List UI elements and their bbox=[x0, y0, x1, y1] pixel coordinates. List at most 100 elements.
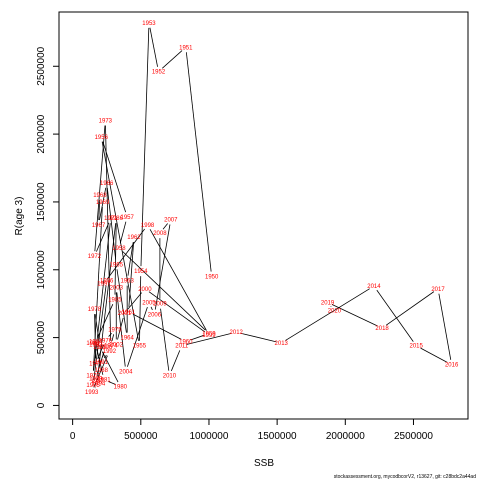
y-tick-label: 1500000 bbox=[36, 182, 47, 221]
segment-1953-1954 bbox=[140, 27, 150, 267]
segment-1975-1976 bbox=[108, 332, 112, 337]
point-label-1959: 1959 bbox=[202, 332, 216, 338]
segment-2000-2001 bbox=[127, 292, 142, 310]
segment-1977-1978 bbox=[94, 314, 97, 359]
point-label-1997: 1997 bbox=[97, 281, 111, 287]
series-layer bbox=[92, 27, 452, 389]
segment-1999-2000 bbox=[148, 291, 206, 333]
point-label-2013: 2013 bbox=[275, 341, 289, 347]
y-axis: 0 500000 1000000 1500000 2000000 2500000 bbox=[36, 46, 60, 408]
segment-2007-2008 bbox=[162, 223, 168, 230]
segment-1965-1966 bbox=[106, 187, 117, 260]
segment-1959-1960 bbox=[190, 334, 205, 341]
point-label-2007: 2007 bbox=[164, 218, 178, 224]
x-tick-label: 2000000 bbox=[326, 431, 365, 442]
point-label-1996: 1996 bbox=[100, 279, 114, 285]
y-tick-label: 2500000 bbox=[36, 46, 47, 85]
point-label-1995: 1995 bbox=[86, 383, 100, 389]
point-label-1965: 1965 bbox=[110, 262, 124, 268]
point-label-1989: 1989 bbox=[89, 376, 103, 382]
segment-1951-1952 bbox=[161, 50, 183, 69]
point-label-1977: 1977 bbox=[89, 361, 103, 367]
segment-1969-1970 bbox=[92, 206, 103, 371]
segment-1966-1967 bbox=[99, 187, 107, 221]
point-label-2020: 2020 bbox=[328, 308, 342, 314]
point-label-1986: 1986 bbox=[110, 216, 124, 222]
x-tick-label: 2500000 bbox=[394, 431, 433, 442]
segment-1960-1961 bbox=[132, 313, 182, 340]
point-label-1955: 1955 bbox=[133, 344, 147, 350]
segment-1974-1975 bbox=[111, 334, 115, 341]
segment-1991-1992 bbox=[103, 354, 107, 359]
point-label-2000: 2000 bbox=[138, 287, 152, 293]
x-tick-label: 1000000 bbox=[189, 431, 228, 442]
segment-1990-1991 bbox=[102, 351, 105, 358]
point-label-1952: 1952 bbox=[152, 70, 166, 76]
segment-1956-1957 bbox=[102, 141, 127, 213]
point-label-2012: 2012 bbox=[230, 330, 244, 336]
segment-1995-1996 bbox=[93, 285, 107, 381]
segment-1958-1959 bbox=[122, 251, 206, 331]
footer-note: stockassessment.org, mycodbcorV2, r13627… bbox=[334, 474, 477, 480]
segment-1967-1968 bbox=[98, 200, 101, 221]
segment-2004-2005 bbox=[127, 306, 148, 367]
segment-1970-1971 bbox=[93, 223, 111, 371]
point-label-2004: 2004 bbox=[119, 370, 133, 376]
segment-2009-2010 bbox=[160, 308, 170, 371]
point-label-1992: 1992 bbox=[103, 349, 117, 355]
segment-2018-2019 bbox=[331, 304, 378, 327]
point-label-1990: 1990 bbox=[99, 345, 113, 351]
point-label-1991: 1991 bbox=[95, 360, 109, 366]
point-label-2019: 2019 bbox=[321, 300, 335, 306]
x-tick-label: 0 bbox=[70, 431, 76, 442]
y-tick-label: 1000000 bbox=[36, 250, 47, 289]
point-label-2018: 2018 bbox=[375, 326, 389, 332]
point-label-1961: 1961 bbox=[122, 310, 136, 316]
point-label-2006: 2006 bbox=[148, 313, 162, 319]
point-label-1953: 1953 bbox=[142, 21, 156, 27]
point-label-2008: 2008 bbox=[153, 231, 167, 237]
point-label-2015: 2015 bbox=[410, 344, 424, 350]
segment-1971-1972 bbox=[96, 222, 110, 252]
point-label-2010: 2010 bbox=[163, 374, 177, 380]
point-label-1951: 1951 bbox=[179, 45, 193, 51]
point-label-1957: 1957 bbox=[120, 215, 134, 221]
point-label-1976: 1976 bbox=[99, 338, 113, 344]
segment-1985-1986 bbox=[114, 223, 117, 295]
x-tick-label: 500000 bbox=[124, 431, 158, 442]
x-axis-label: SSB bbox=[254, 458, 274, 469]
y-tick-label: 2000000 bbox=[36, 114, 47, 153]
point-label-1994: 1994 bbox=[92, 382, 106, 388]
y-tick-label: 500000 bbox=[36, 320, 47, 354]
point-label-1958: 1958 bbox=[112, 246, 126, 252]
segment-2006-2007 bbox=[154, 224, 171, 310]
point-label-1993: 1993 bbox=[85, 390, 99, 396]
segment-1992-1993 bbox=[93, 355, 108, 388]
segment-1962-1963 bbox=[127, 242, 134, 276]
point-label-2016: 2016 bbox=[445, 363, 459, 369]
segment-1952-1953 bbox=[149, 27, 158, 67]
point-label-2011: 2011 bbox=[175, 344, 189, 350]
point-label-1978: 1978 bbox=[88, 307, 102, 313]
point-label-1980: 1980 bbox=[114, 384, 128, 390]
y-tick-label: 0 bbox=[36, 402, 47, 408]
segment-2001-2002 bbox=[117, 317, 124, 340]
segment-2015-2016 bbox=[420, 347, 448, 363]
segment-1964-1965 bbox=[116, 269, 127, 333]
point-label-2017: 2017 bbox=[431, 287, 445, 293]
segment-1973-1974 bbox=[105, 125, 112, 341]
point-label-1960: 1960 bbox=[179, 340, 193, 346]
segment-2003-2004 bbox=[116, 292, 126, 367]
segment-1978-1979 bbox=[94, 314, 100, 343]
point-label-1984: 1984 bbox=[89, 340, 103, 346]
point-label-2009: 2009 bbox=[153, 302, 167, 308]
point-label-2001: 2001 bbox=[118, 311, 132, 317]
segment-1981-1982 bbox=[96, 349, 104, 375]
point-label-1968: 1968 bbox=[93, 193, 107, 199]
point-label-1954: 1954 bbox=[134, 269, 148, 275]
point-label-2014: 2014 bbox=[367, 284, 381, 290]
segment-2014-2015 bbox=[376, 289, 414, 342]
point-label-1979: 1979 bbox=[93, 345, 107, 351]
